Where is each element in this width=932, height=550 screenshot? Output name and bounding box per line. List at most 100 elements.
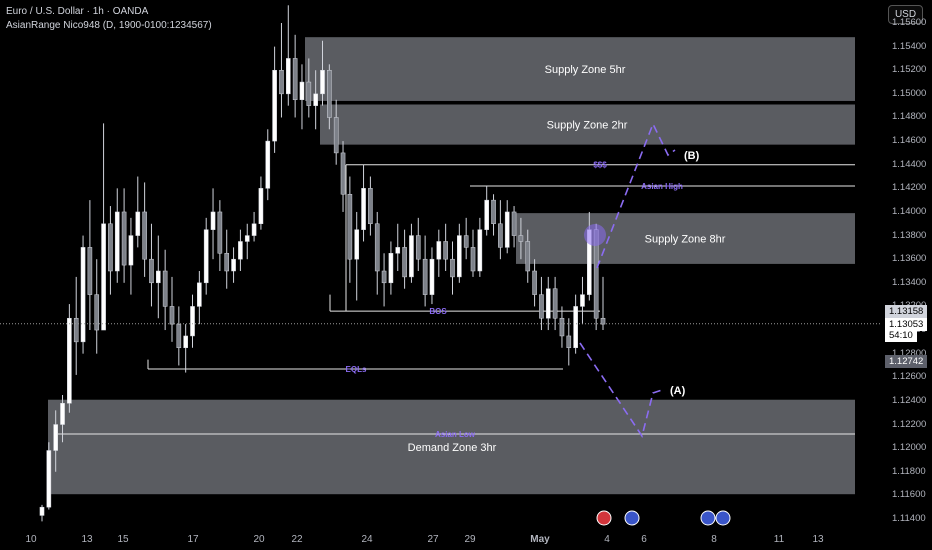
candle-body	[525, 241, 531, 272]
candle-body	[135, 211, 141, 236]
candle-body	[388, 253, 394, 284]
symbol-title[interactable]: Euro / U.S. Dollar · 1h · OANDA	[6, 6, 149, 17]
candle-body	[142, 211, 147, 260]
candle-body	[53, 424, 58, 451]
candle-body	[600, 317, 606, 325]
price-tag: 1.13053	[885, 317, 928, 331]
candle-body	[340, 152, 346, 195]
time-tick: 4	[604, 534, 610, 545]
time-tick: May	[530, 534, 550, 545]
candle-body	[347, 193, 353, 260]
candle-body	[422, 258, 428, 295]
candle-body	[463, 235, 469, 248]
time-tick: 13	[81, 534, 93, 545]
price-tick: 1.12400	[892, 394, 927, 406]
candle-body	[190, 306, 195, 337]
price-tick: 1.12600	[892, 371, 927, 383]
candle-body	[101, 223, 106, 331]
zone-rect	[48, 399, 855, 495]
candle-body	[436, 241, 442, 260]
candle-body	[46, 450, 52, 508]
time-tick: 15	[117, 534, 129, 545]
time-tick: 6	[641, 534, 647, 545]
candle-body	[566, 335, 572, 349]
time-tick: 10	[25, 534, 37, 545]
scenario-label-b: (B)	[684, 150, 700, 162]
price-tick: 1.14600	[892, 135, 927, 147]
zone-rect	[305, 37, 855, 101]
candle-body	[203, 229, 209, 284]
candle-body	[552, 288, 558, 319]
candle-body	[559, 317, 565, 337]
candle-body	[176, 323, 182, 349]
price-tick: 1.14200	[892, 182, 927, 194]
candle-body	[238, 241, 243, 260]
candle-body	[128, 235, 134, 266]
candle-body	[149, 258, 154, 284]
candle-body	[114, 211, 120, 272]
level-label: $$$	[593, 161, 607, 170]
candle-body	[580, 294, 585, 307]
candle-body	[272, 69, 277, 142]
candle-body	[573, 306, 578, 349]
candle-body	[504, 211, 510, 248]
candle-body	[299, 81, 305, 101]
candle-body	[244, 235, 250, 242]
us-flag-event-icon	[624, 510, 640, 526]
price-tick: 1.14800	[892, 111, 927, 123]
level-label: Asian High	[641, 182, 683, 191]
candle-body	[87, 247, 93, 295]
candle-body	[279, 69, 284, 95]
time-tick: 13	[812, 534, 824, 545]
candle-body	[285, 58, 291, 95]
candle-body	[457, 235, 462, 278]
candle-body	[395, 247, 401, 254]
price-tick: 1.12800	[892, 347, 927, 359]
chart-header: Euro / U.S. Dollar · 1h · OANDA AsianRan…	[6, 5, 212, 33]
candle-body	[60, 403, 65, 425]
price-tick: 1.13800	[892, 229, 927, 241]
price-tick: 1.15000	[892, 87, 927, 99]
price-tick: 1.12000	[892, 442, 927, 454]
candle-body	[532, 270, 537, 295]
candle-body	[374, 223, 380, 272]
globe-event-icon	[715, 510, 731, 526]
candle-body	[443, 241, 448, 260]
candle-body	[320, 69, 325, 95]
candle-body	[265, 140, 271, 189]
candle-body	[94, 294, 100, 331]
candle-body	[477, 229, 483, 272]
candle-body	[491, 199, 496, 225]
candle-body	[498, 223, 503, 248]
candle-body	[361, 188, 366, 230]
candle-body	[306, 81, 312, 106]
candle-body	[197, 282, 202, 307]
candle-body	[217, 211, 223, 254]
price-tick: 1.14400	[892, 158, 927, 170]
candle-body	[224, 253, 230, 272]
candle-body	[518, 235, 524, 242]
candle-body	[511, 211, 517, 236]
time-tick: 17	[187, 534, 199, 545]
scenario-label-a: (A)	[670, 385, 686, 397]
candle-body	[450, 258, 455, 278]
time-tick: 11	[773, 534, 785, 545]
price-tick: 1.14000	[892, 205, 927, 217]
indicator-title[interactable]: AsianRange Nico948 (D, 1900-0100:1234567…	[6, 20, 212, 31]
candle-body	[354, 229, 360, 260]
us-flag-event-icon	[700, 510, 716, 526]
scenario-path-a	[579, 342, 663, 438]
zone-rect	[516, 213, 855, 264]
candle-body	[402, 247, 407, 278]
candle-body	[333, 117, 339, 154]
price-tick: 1.15200	[892, 64, 927, 76]
currency-button[interactable]: USD	[888, 5, 923, 24]
level-label: EQLs	[346, 365, 367, 374]
candle-body	[169, 306, 175, 325]
price-tick: 1.11800	[892, 465, 926, 477]
candle-body	[429, 258, 435, 295]
zone-label: Supply Zone 5hr	[545, 64, 626, 76]
price-tick: 1.13400	[892, 276, 927, 288]
flash-event-icon	[596, 510, 612, 526]
